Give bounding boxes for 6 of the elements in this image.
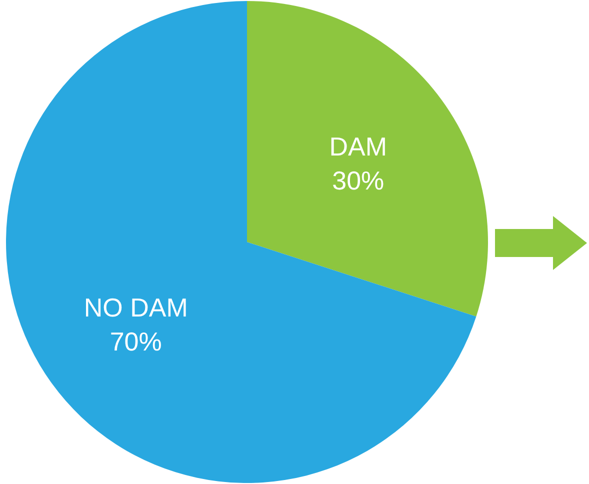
data-label: 70% — [110, 326, 162, 357]
pie-slice — [247, 1, 488, 316]
pie-slice — [6, 1, 476, 483]
slice-label: DAM — [329, 131, 388, 162]
data-label: 30% — [332, 165, 384, 196]
slice-label: NO DAM — [84, 292, 188, 323]
